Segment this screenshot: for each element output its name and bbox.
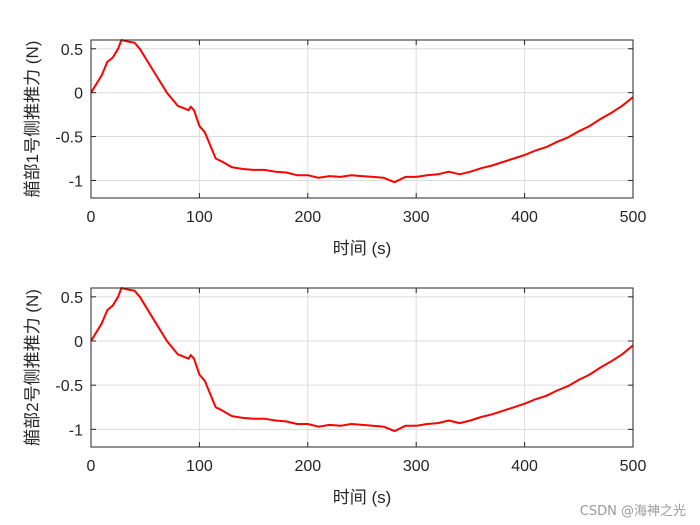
- series-line: [90, 287, 634, 433]
- x-axis-label: 时间 (s): [333, 488, 392, 507]
- x-axis-label: 时间 (s): [333, 239, 392, 258]
- watermark: CSDN @海神之光: [579, 504, 686, 519]
- x-tick-label: 400: [511, 209, 538, 226]
- subplot-2: 0 100 200 300 400 500 -1 -0.5 0 0.5 时间 (s) 艏部2号侧推推力…: [23, 287, 647, 507]
- series-line: [90, 39, 634, 184]
- x-tick-label: 0: [87, 209, 96, 226]
- x-tick-label: 500: [620, 209, 647, 226]
- subplot-1: 0 100 200 300 400 500 -1 -0.5 0 0.5 时间 (s) 艏部1号侧推推力…: [23, 39, 647, 258]
- x-tick-label: 200: [294, 458, 321, 475]
- y-axis-label: 艏部1号侧推推力 (N): [23, 41, 42, 198]
- x-tick-label: 100: [186, 209, 213, 226]
- y-tick-label: 0: [74, 86, 83, 103]
- axes-box: [90, 39, 634, 199]
- x-tick-label: 100: [186, 458, 213, 475]
- x-tick-label: 500: [620, 458, 647, 475]
- y-tick-label: -1: [69, 422, 83, 439]
- y-tick-label: 0.5: [61, 42, 83, 59]
- x-tick-label: 200: [294, 209, 321, 226]
- axes-box: [90, 287, 634, 448]
- y-tick-label: 0.5: [61, 290, 83, 307]
- y-axis-label: 艏部2号侧推推力 (N): [23, 289, 42, 446]
- x-tick-label: 0: [87, 458, 96, 475]
- y-tick-label: -0.5: [55, 130, 83, 147]
- x-tick-label: 300: [403, 458, 430, 475]
- y-tick-label: -0.5: [55, 378, 83, 395]
- y-tick-label: 0: [74, 334, 83, 351]
- x-tick-label: 300: [403, 209, 430, 226]
- y-tick-label: -1: [69, 173, 83, 190]
- x-tick-label: 400: [511, 458, 538, 475]
